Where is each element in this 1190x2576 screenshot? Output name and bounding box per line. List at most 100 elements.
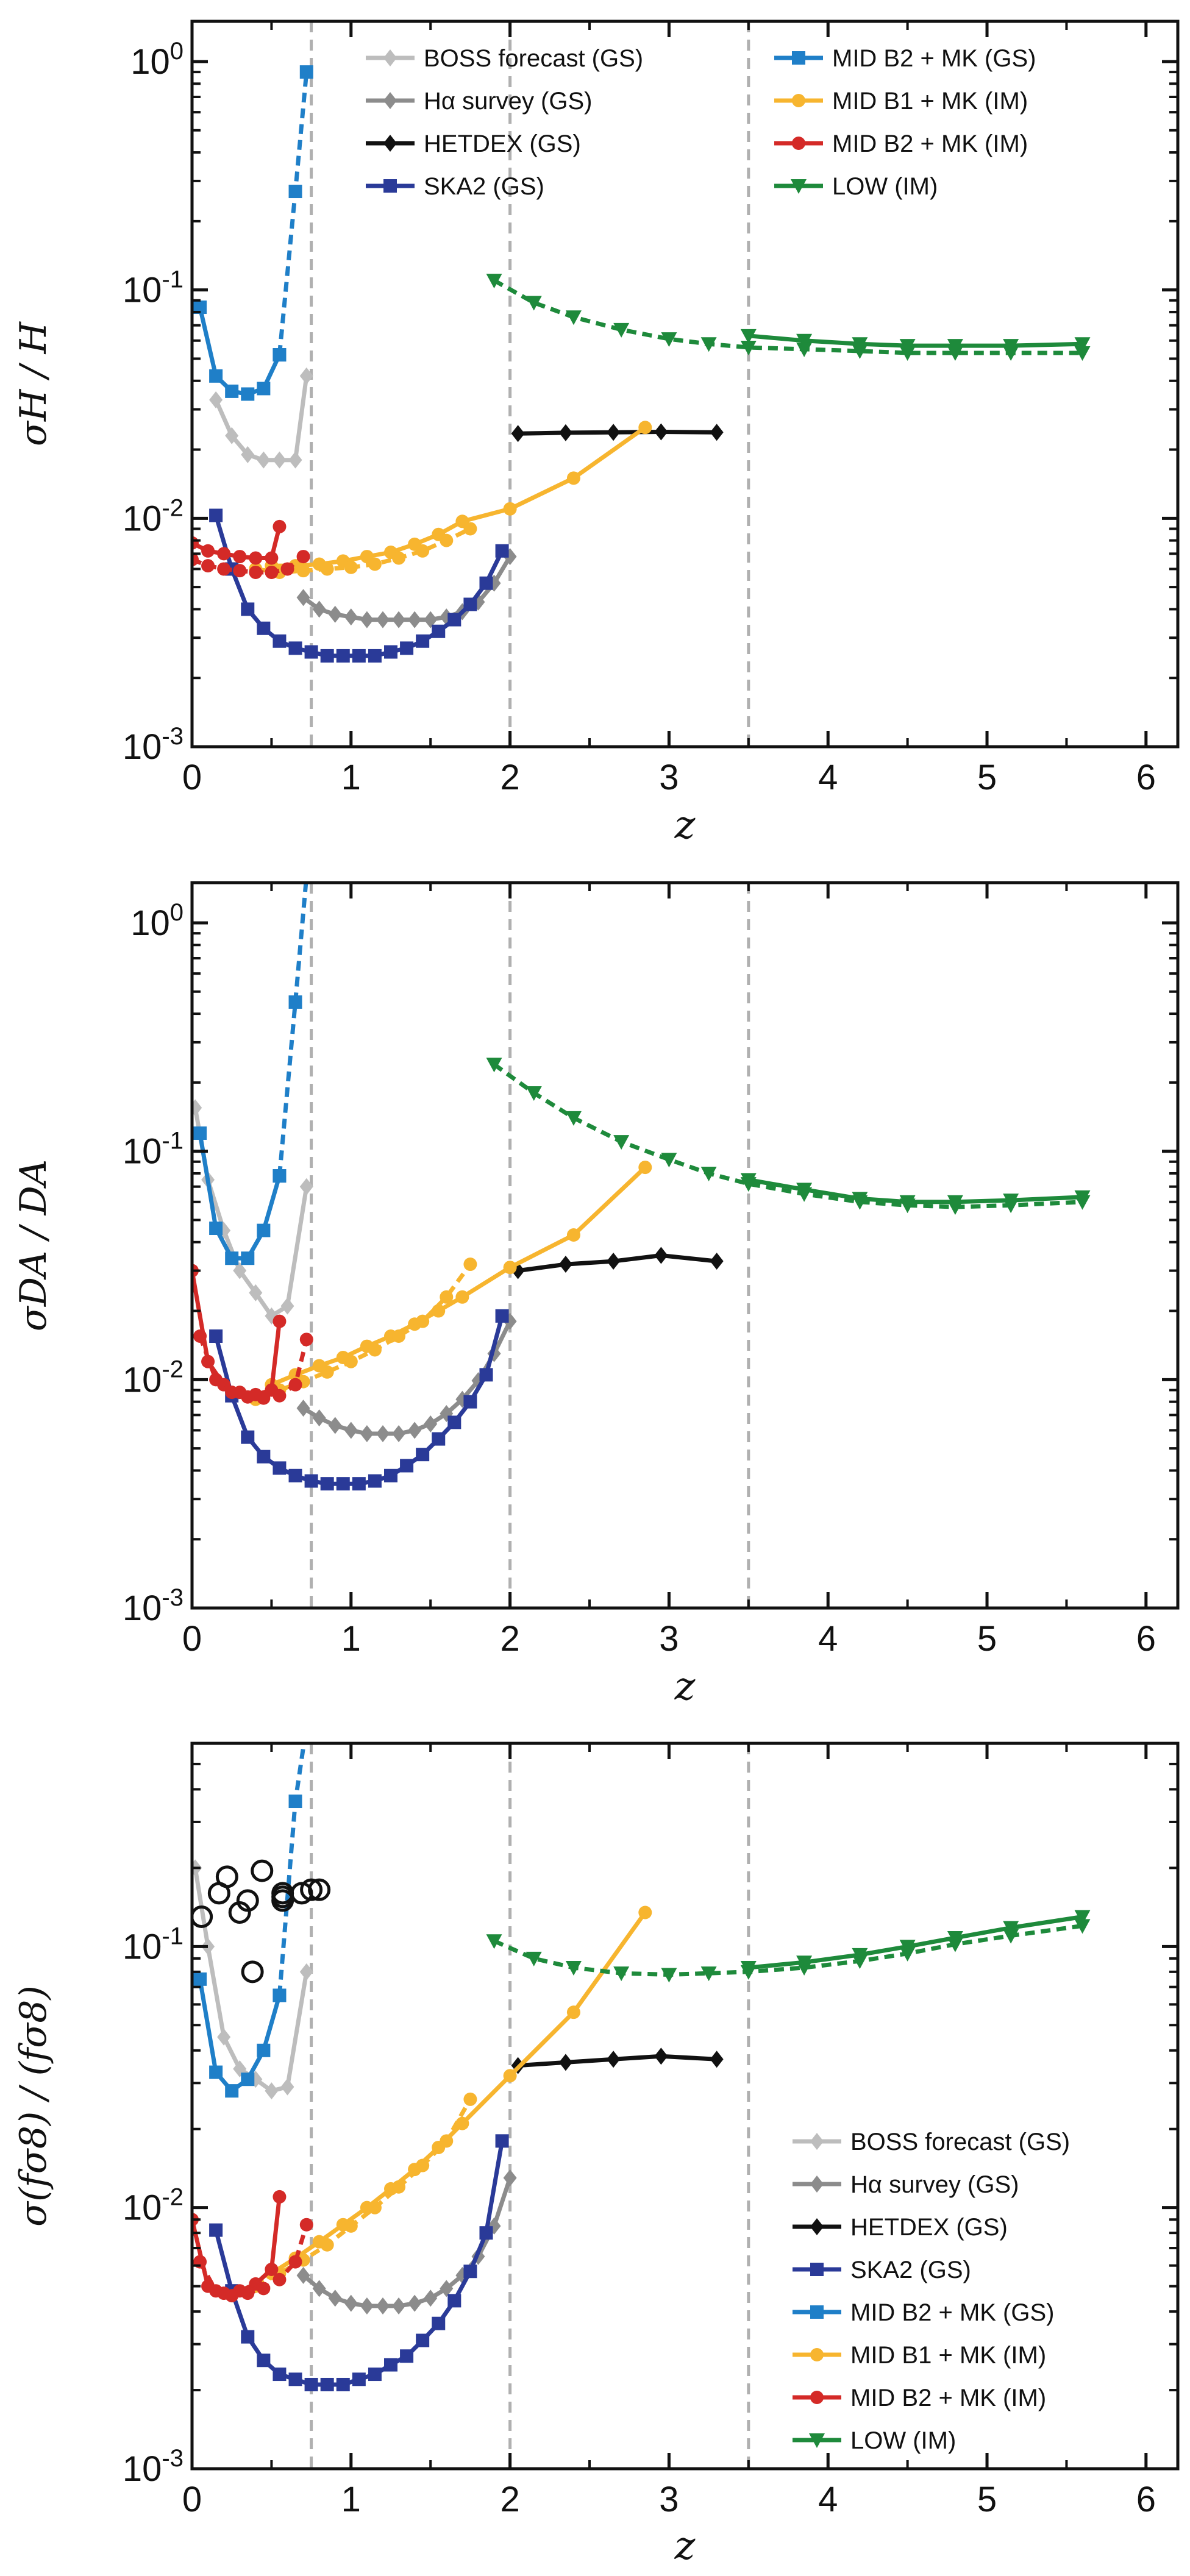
data-point xyxy=(400,641,414,655)
data-point xyxy=(288,2372,302,2386)
data-point xyxy=(479,1368,493,1382)
data-point xyxy=(416,544,430,558)
data-point xyxy=(1003,1198,1019,1214)
data-point xyxy=(558,1256,572,1273)
open-circle-point xyxy=(241,1960,264,1984)
series-line xyxy=(302,2177,512,2308)
series-mid-b2-mk-gs-extension xyxy=(273,1743,307,2002)
y-tick-exponent: -2 xyxy=(162,494,183,521)
series-mid-b2-mk-gs xyxy=(193,1972,287,2098)
legend-entry-low-im: LOW (IM) xyxy=(774,173,938,200)
series-layer xyxy=(192,1743,1091,2391)
open-circle-point xyxy=(228,1901,251,1924)
data-point xyxy=(710,2051,724,2068)
y-tick-exponent: 0 xyxy=(170,38,183,65)
data-point xyxy=(566,1228,580,1242)
data-point xyxy=(796,342,813,357)
data-point xyxy=(225,1251,239,1265)
data-point xyxy=(257,1223,271,1237)
x-tick-label: 6 xyxy=(1136,758,1156,797)
data-point xyxy=(273,1169,287,1183)
data-point xyxy=(209,2223,223,2237)
data-point xyxy=(613,1966,630,1982)
legend: BOSS forecast (GS) Hα survey (GS) HETDEX (… xyxy=(793,2129,1070,2454)
data-point xyxy=(384,1468,398,1482)
series-low-im-dashed xyxy=(486,1919,1091,1983)
series-mid-b2-mk-im-dashed xyxy=(193,1329,313,1405)
data-point xyxy=(320,2238,334,2252)
series-mid-b2-mk-gs xyxy=(193,1126,287,1265)
data-point xyxy=(368,1474,382,1488)
data-point xyxy=(288,995,302,1009)
data-point xyxy=(288,1795,302,1809)
legend-swatch-marker xyxy=(791,179,807,194)
data-point xyxy=(280,2078,294,2096)
data-point xyxy=(352,649,366,663)
data-point xyxy=(526,1951,542,1966)
data-point xyxy=(209,1373,223,1387)
legend-swatch-marker xyxy=(810,2391,824,2404)
data-point xyxy=(257,2043,271,2057)
data-point xyxy=(392,551,406,565)
data-point xyxy=(209,1222,223,1236)
data-point xyxy=(280,562,294,576)
data-point xyxy=(447,2294,461,2308)
legend-entry-boss-forecast-gs: BOSS forecast (GS) xyxy=(793,2129,1070,2155)
x-tick-label: 2 xyxy=(500,2480,519,2519)
data-point xyxy=(463,522,477,536)
data-point xyxy=(233,550,247,564)
data-point xyxy=(296,2266,310,2284)
y-tick-base: 10 xyxy=(123,1360,162,1400)
y-axis-title: σDA / DA xyxy=(12,1159,55,1331)
data-point xyxy=(209,391,223,409)
x-tick-label: 6 xyxy=(1136,2480,1156,2519)
data-point xyxy=(304,2377,318,2391)
legend-label: BOSS forecast (GS) xyxy=(850,2129,1070,2155)
data-point xyxy=(296,1400,310,1417)
data-point xyxy=(565,1960,582,1976)
data-point xyxy=(1003,1929,1019,1944)
data-point xyxy=(613,322,630,338)
legend-swatch-marker xyxy=(792,137,805,150)
data-point xyxy=(273,634,287,648)
plot-frame xyxy=(190,1742,1180,2471)
y-tick-base: 10 xyxy=(123,1132,162,1172)
legend-label: Hα survey (GS) xyxy=(424,88,592,115)
y-tick-label: 100 xyxy=(130,38,183,82)
series-line xyxy=(277,71,309,355)
data-point xyxy=(416,1448,430,1462)
data-point xyxy=(209,1329,223,1343)
legend-entry-hetdex-gs: HETDEX (GS) xyxy=(366,130,581,157)
series-hetdex-gs xyxy=(511,2048,724,2074)
data-point xyxy=(463,597,477,611)
data-point xyxy=(503,2069,517,2083)
legend-swatch-marker xyxy=(792,94,805,107)
legend-entry-mid-b2-mk-gs: MID B2 + MK (GS) xyxy=(774,45,1036,72)
data-point xyxy=(796,333,813,349)
data-point xyxy=(511,425,525,443)
data-point xyxy=(565,1111,582,1126)
series-line xyxy=(271,1165,647,1387)
series-mid-b1-mk-im xyxy=(265,1161,652,1392)
data-point xyxy=(566,2005,580,2019)
data-point xyxy=(209,2065,223,2079)
legend-label: MID B1 + MK (IM) xyxy=(832,88,1028,115)
data-point xyxy=(503,502,517,516)
data-point xyxy=(320,1477,334,1491)
data-point xyxy=(710,424,724,441)
y-tick-base: 10 xyxy=(123,1589,162,1628)
legend-entry-ska2-gs: SKA2 (GS) xyxy=(366,173,544,200)
series-line xyxy=(271,425,647,568)
data-point xyxy=(209,369,223,383)
data-point xyxy=(225,2289,239,2303)
y-tick-base: 10 xyxy=(123,727,162,767)
data-point xyxy=(233,564,247,578)
data-point xyxy=(654,2048,668,2065)
legend-label: SKA2 (GS) xyxy=(424,173,544,200)
series-mid-b1-mk-im xyxy=(265,421,652,573)
series-line xyxy=(198,1979,282,2093)
data-point xyxy=(257,1450,271,1464)
data-point xyxy=(201,544,215,558)
series-mid-b2-mk-gs xyxy=(193,301,287,401)
data-point xyxy=(408,1421,422,1439)
